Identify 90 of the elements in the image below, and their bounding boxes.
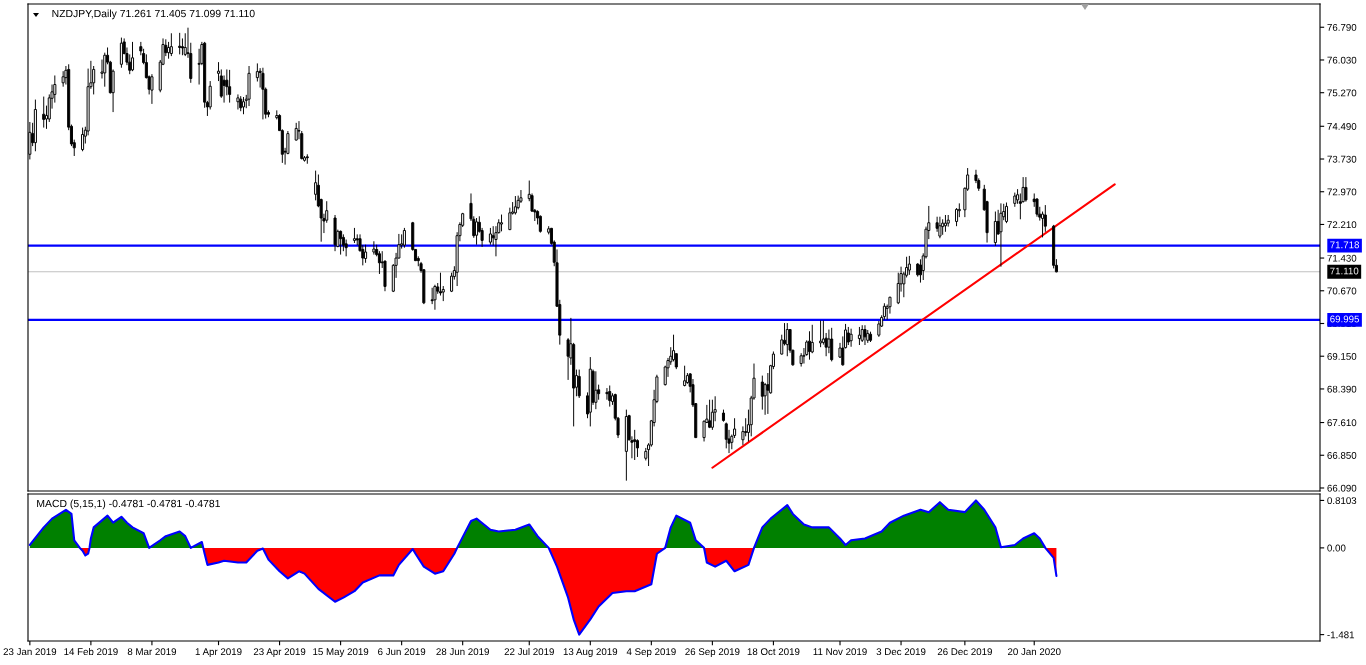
- candlestick: [955, 207, 959, 227]
- y-tick-label: 72.970: [1327, 188, 1357, 196]
- y-tick-label: 74.490: [1327, 123, 1357, 130]
- candlestick: [180, 37, 184, 56]
- y-tick-label: 0.00: [1327, 544, 1346, 552]
- y-tick-label: 66.850: [1327, 451, 1357, 459]
- chart-title: MACD (5,15,1) -0.4781 -0.4781 -0.4781: [37, 499, 220, 510]
- candlestick: [857, 326, 861, 346]
- x-tick-label: 18 Oct 2019: [747, 648, 800, 656]
- candlestick: [261, 67, 265, 120]
- candlestick: [364, 244, 368, 264]
- candlestick: [633, 429, 637, 461]
- candlestick: [433, 284, 437, 311]
- y-tick-label: 75.270: [1327, 89, 1357, 97]
- candlestick: [608, 385, 612, 408]
- y-tick-label: 0.8103: [1327, 497, 1357, 505]
- x-tick-label: 20 Jan 2020: [1007, 648, 1061, 656]
- y-tick-label: 70.670: [1327, 287, 1357, 295]
- candlestick: [941, 218, 945, 236]
- candlestick: [352, 227, 356, 244]
- x-tick-label: 1 Apr 2019: [195, 648, 242, 658]
- y-tick-label: 69.150: [1327, 352, 1357, 360]
- candlestick: [1024, 176, 1028, 203]
- candlestick: [1013, 192, 1017, 208]
- x-tick-label: 15 May 2019: [313, 648, 369, 658]
- y-tick-label: 67.610: [1327, 419, 1357, 427]
- x-tick-label: 4 Sep 2019: [626, 648, 676, 658]
- candlestick: [849, 328, 853, 348]
- x-tick-label: 11 Nov 2019: [813, 648, 867, 656]
- x-tick-label: 3 Dec 2019: [876, 648, 926, 656]
- candlestick: [169, 32, 173, 57]
- candlestick: [239, 95, 243, 112]
- candlestick: [869, 331, 873, 343]
- candlestick: [150, 73, 154, 105]
- y-tick-label: 68.390: [1327, 385, 1357, 393]
- line-series: [28, 499, 1058, 636]
- ref-line-label: 69.995: [1330, 315, 1360, 323]
- candlestick: [943, 214, 947, 233]
- candlestick: [92, 65, 96, 95]
- candlestick: [247, 65, 251, 107]
- ref-line-label: 71.718: [1330, 241, 1360, 249]
- x-tick-label: 14 Feb 2019: [64, 647, 118, 656]
- candlestick: [488, 227, 492, 246]
- candlestick: [799, 352, 803, 368]
- candlestick: [946, 214, 950, 228]
- candlestick: [830, 327, 834, 362]
- candlestick: [333, 214, 337, 252]
- candlestick: [372, 240, 376, 256]
- candlestick: [1052, 224, 1056, 269]
- candlestick: [1035, 197, 1039, 218]
- candlestick: [236, 93, 240, 110]
- y-tick-label: 71.430: [1327, 254, 1357, 262]
- candlestick: [228, 69, 232, 104]
- y-tick-label: 76.790: [1327, 23, 1357, 31]
- candlestick: [61, 70, 65, 88]
- candlestick: [577, 369, 581, 399]
- candlestick: [294, 122, 298, 141]
- ref-line-label: 71.110: [1330, 267, 1359, 275]
- candlestick: [183, 32, 187, 57]
- candlestick: [624, 409, 628, 482]
- x-tick-label: 8 Mar 2019: [127, 648, 177, 656]
- candlestick: [721, 409, 726, 423]
- x-tick-label: 22 Jul 2019: [504, 647, 554, 656]
- x-tick-label: 23 Apr 2019: [253, 648, 306, 658]
- candlestick: [846, 326, 850, 346]
- candlestick: [760, 375, 764, 411]
- candlestick: [999, 202, 1003, 268]
- x-tick-label: 6 Jun 2019: [378, 648, 426, 656]
- candlestick: [1043, 204, 1047, 233]
- candlestick: [938, 216, 942, 239]
- candlestick: [341, 233, 345, 252]
- candlestick: [42, 96, 46, 129]
- chart-title: NZDJPY,Daily 71.261 71.405 71.099 71.110: [52, 9, 255, 20]
- candlestick: [178, 32, 182, 55]
- candlestick: [866, 329, 870, 344]
- x-tick-label: 26 Dec 2019: [937, 648, 992, 656]
- y-tick-label: 66.090: [1327, 484, 1357, 492]
- x-tick-label: 28 Jun 2019: [436, 648, 489, 656]
- candlestick: [130, 41, 135, 72]
- y-tick-label: 76.030: [1327, 56, 1357, 64]
- y-tick-label: 73.730: [1327, 155, 1357, 163]
- y-tick-label: 72.210: [1327, 221, 1357, 229]
- y-tick-label: -1.481: [1327, 631, 1355, 639]
- candlestick: [724, 422, 728, 449]
- candlestick: [594, 370, 598, 410]
- x-tick-label: 26 Sep 2019: [685, 648, 740, 658]
- candlestick: [863, 324, 867, 346]
- candlestick: [538, 214, 542, 234]
- x-tick-label: 23 Jan 2019: [3, 648, 57, 656]
- x-tick-label: 13 Aug 2019: [563, 648, 618, 658]
